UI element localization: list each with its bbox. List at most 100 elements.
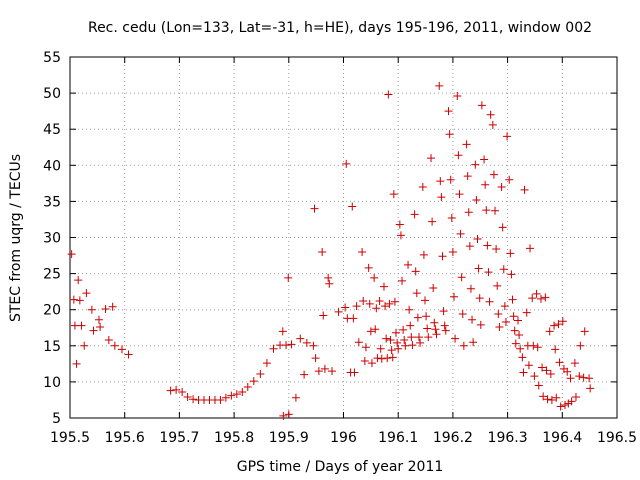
y-tick-label: 30 xyxy=(43,231,61,247)
y-tick-label: 45 xyxy=(43,122,61,138)
data-point xyxy=(564,399,573,408)
data-point xyxy=(414,333,423,342)
data-point xyxy=(291,393,300,402)
x-tick-label: 196.1 xyxy=(378,430,418,446)
data-point xyxy=(319,311,328,320)
data-point xyxy=(404,260,413,269)
data-point xyxy=(382,334,391,343)
data-point xyxy=(385,299,394,308)
y-tick-label: 35 xyxy=(43,194,61,210)
data-point xyxy=(556,402,565,411)
data-point xyxy=(408,341,417,350)
data-point xyxy=(238,388,247,397)
data-point xyxy=(446,175,455,184)
data-point xyxy=(72,359,81,368)
data-point xyxy=(536,294,545,303)
data-point xyxy=(399,325,408,334)
y-tick-label: 55 xyxy=(43,50,61,66)
data-point xyxy=(437,193,446,202)
data-point xyxy=(320,364,329,373)
data-point xyxy=(423,324,432,333)
data-point xyxy=(75,296,84,305)
data-point xyxy=(441,326,450,335)
data-point xyxy=(80,341,89,350)
data-point xyxy=(547,395,556,404)
data-point xyxy=(376,344,385,353)
data-point xyxy=(445,130,454,139)
data-point xyxy=(104,336,113,345)
data-point xyxy=(413,313,422,322)
data-point xyxy=(405,305,414,314)
data-point xyxy=(325,279,334,288)
data-point xyxy=(543,395,552,404)
data-point xyxy=(486,110,495,119)
data-point xyxy=(370,273,379,282)
data-point xyxy=(483,241,492,250)
data-point xyxy=(364,263,373,272)
data-point xyxy=(349,314,358,323)
data-point xyxy=(383,354,392,363)
data-point xyxy=(480,155,489,164)
data-point xyxy=(300,370,309,379)
data-point xyxy=(371,325,380,334)
data-point xyxy=(392,328,401,337)
data-point xyxy=(394,344,403,353)
data-point xyxy=(493,281,502,290)
x-tick-label: 196.4 xyxy=(542,430,582,446)
data-point xyxy=(576,341,585,350)
x-tick-label: 195.6 xyxy=(105,430,145,446)
data-point xyxy=(314,367,323,376)
data-point xyxy=(518,353,527,362)
data-point xyxy=(390,297,399,306)
data-point xyxy=(482,206,491,215)
data-point xyxy=(421,296,430,305)
data-point xyxy=(451,334,460,343)
data-point xyxy=(249,377,258,386)
x-tick-label: 195.5 xyxy=(50,430,90,446)
data-point xyxy=(302,338,311,347)
grid-lines xyxy=(70,57,617,418)
data-point xyxy=(534,381,543,390)
data-points xyxy=(67,81,595,420)
x-tick-label: 195.9 xyxy=(269,430,309,446)
data-point xyxy=(395,220,404,229)
data-point xyxy=(520,185,529,194)
data-point xyxy=(311,354,320,363)
data-point xyxy=(463,172,472,181)
data-point xyxy=(538,363,547,372)
data-point xyxy=(432,330,441,339)
data-point xyxy=(407,333,416,342)
data-point xyxy=(575,372,584,381)
data-point xyxy=(67,250,76,259)
x-tick-label: 195.8 xyxy=(214,430,254,446)
data-point xyxy=(101,304,110,313)
data-point xyxy=(510,326,519,335)
data-point xyxy=(506,249,515,258)
data-point xyxy=(438,252,447,261)
data-point xyxy=(476,320,485,329)
data-point xyxy=(472,195,481,204)
data-point xyxy=(110,341,119,350)
data-point xyxy=(324,273,333,282)
data-point xyxy=(471,160,480,169)
data-point xyxy=(358,247,367,256)
data-point xyxy=(296,334,305,343)
data-point xyxy=(287,340,296,349)
x-tick-label: 196 xyxy=(330,430,357,446)
data-point xyxy=(256,369,265,378)
y-axis-label: STEC from uqrg / TECUs xyxy=(8,154,24,322)
y-tick-label: 10 xyxy=(43,375,61,391)
data-point xyxy=(501,317,510,326)
data-point xyxy=(398,276,407,285)
data-point xyxy=(453,91,462,100)
data-point xyxy=(567,397,576,406)
data-point xyxy=(558,317,567,326)
y-tick-label: 40 xyxy=(43,158,61,174)
data-point xyxy=(377,354,386,363)
data-point xyxy=(416,338,425,347)
data-point xyxy=(505,175,514,184)
data-point xyxy=(342,159,351,168)
data-point xyxy=(74,276,83,285)
data-point xyxy=(354,338,363,347)
data-point xyxy=(435,81,444,90)
